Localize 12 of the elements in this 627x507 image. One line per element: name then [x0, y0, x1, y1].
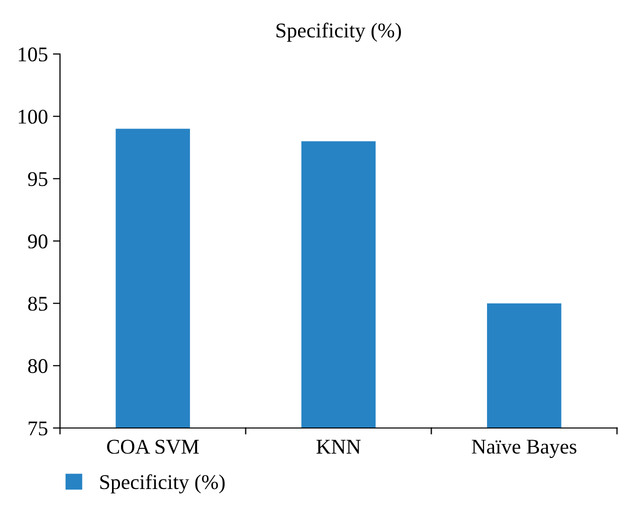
y-tick-label: 75	[28, 422, 48, 436]
y-tick-label: 85	[28, 296, 48, 311]
y-tick-label: 100	[18, 110, 48, 124]
y-tick-label: 105	[18, 47, 48, 62]
chart-title: Specificity (%)	[276, 22, 401, 42]
y-tick-label: 95	[28, 172, 48, 186]
x-tick-label: COA SVM	[107, 440, 199, 454]
x-tick-label: Naïve Bayes	[472, 440, 576, 458]
y-tick-label: 80	[28, 359, 48, 374]
x-tick-label: KNN	[316, 440, 361, 454]
legend-label: Specificity (%)	[100, 474, 225, 494]
y-tick-label: 90	[28, 234, 48, 248]
